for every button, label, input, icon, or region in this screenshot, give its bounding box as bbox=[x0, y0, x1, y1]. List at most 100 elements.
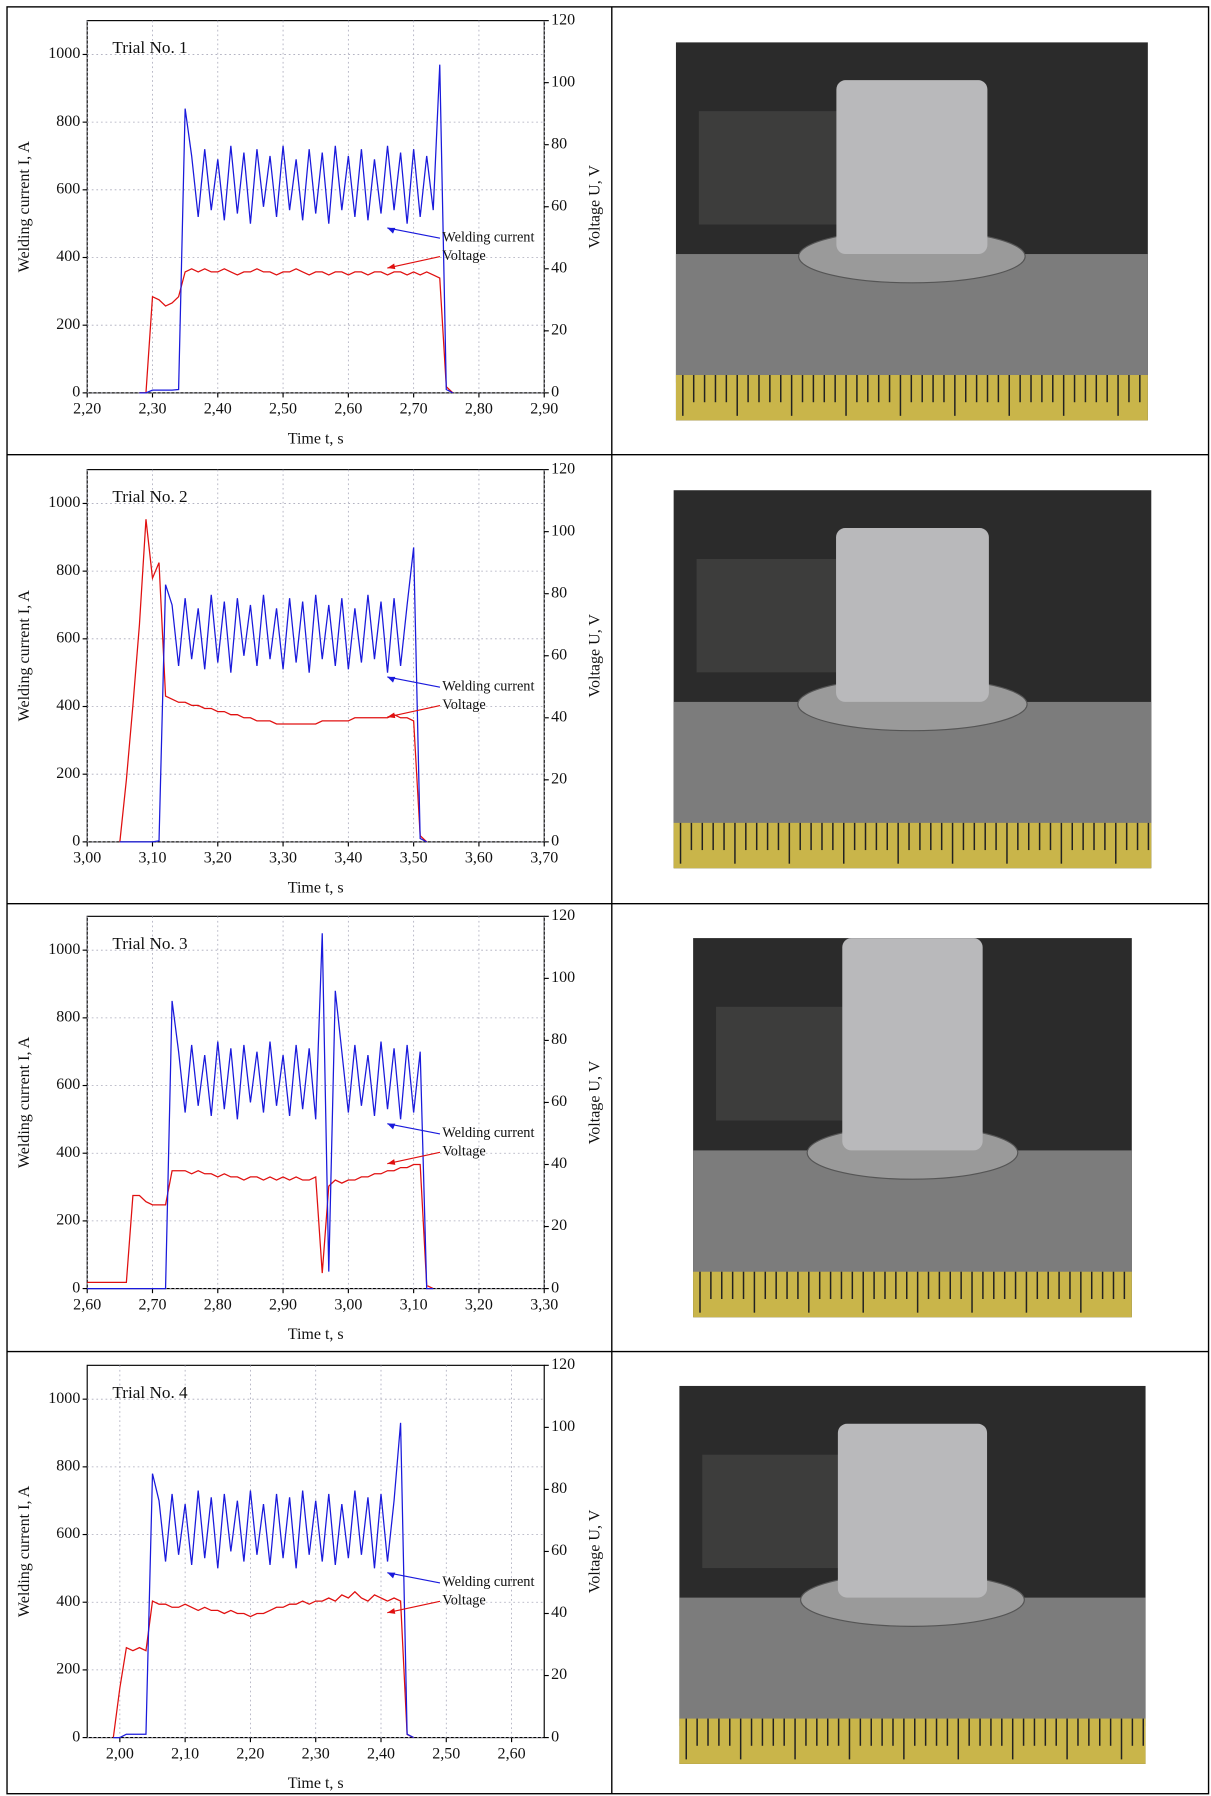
annotation-arrow bbox=[387, 1600, 441, 1614]
y2-tick-label: 100 bbox=[551, 73, 575, 90]
x-tick-label: 3,30 bbox=[530, 1296, 558, 1313]
x-tick-label: 2,30 bbox=[138, 401, 166, 418]
photos bbox=[673, 42, 1152, 1764]
y-tick-label: 1000 bbox=[48, 494, 80, 511]
x-tick-label: 2,80 bbox=[204, 1296, 232, 1313]
arrow-head bbox=[387, 1572, 396, 1579]
y2-tick-label: 80 bbox=[551, 135, 567, 152]
plot-area bbox=[86, 20, 545, 394]
y2-tick-label: 100 bbox=[551, 969, 575, 986]
x-tick-label: 2,40 bbox=[367, 1745, 395, 1762]
plot-area bbox=[86, 469, 545, 843]
y2-tick-label: 100 bbox=[551, 522, 575, 539]
series-line bbox=[112, 1590, 414, 1739]
x-tick-label: 2,60 bbox=[498, 1745, 526, 1762]
photo bbox=[693, 938, 1132, 1318]
x-tick-label: 2,20 bbox=[236, 1745, 264, 1762]
chart: 2,20 2,30 2,40 2,50 2,60 2,70 2,80 2,9002004006… bbox=[16, 11, 603, 447]
chart: 2,00 2,10 2,20 2,30 2,40 2,50 2,60020040060080… bbox=[16, 1356, 603, 1792]
y-tick-label: 200 bbox=[56, 1212, 80, 1229]
y-tick-label: 600 bbox=[56, 180, 80, 197]
arrow-head bbox=[387, 1123, 396, 1130]
y-tick-label: 0 bbox=[72, 1279, 80, 1296]
x-tick-label: 2,30 bbox=[302, 1745, 330, 1762]
chart-title: Trial No. 2 bbox=[112, 487, 187, 506]
y2-tick-label: 60 bbox=[551, 646, 567, 663]
x-tick-label: 3,70 bbox=[530, 850, 558, 867]
series-annotation: Voltage bbox=[442, 697, 485, 713]
x-tick-label: 2,60 bbox=[73, 1296, 101, 1313]
y2-tick-label: 120 bbox=[551, 460, 575, 477]
x-axis-title: Time t, s bbox=[288, 431, 344, 448]
photo bbox=[679, 1385, 1146, 1764]
y2-axis-title: Voltage U, V bbox=[586, 165, 603, 249]
y2-tick-label: 120 bbox=[551, 1356, 575, 1373]
annotation-arrow bbox=[387, 227, 441, 239]
arrow-head bbox=[387, 1159, 396, 1165]
arrow-head bbox=[387, 1608, 396, 1614]
y2-tick-label: 120 bbox=[551, 907, 575, 924]
y2-tick-label: 80 bbox=[551, 584, 567, 601]
y2-tick-label: 40 bbox=[551, 259, 567, 276]
x-tick-label: 3,40 bbox=[334, 850, 362, 867]
y2-tick-label: 60 bbox=[551, 197, 567, 214]
annotation-arrow bbox=[387, 1151, 441, 1165]
x-tick-label: 2,90 bbox=[269, 1296, 297, 1313]
series-line bbox=[119, 547, 427, 843]
series-annotation: Voltage bbox=[442, 248, 485, 264]
y2-tick-label: 0 bbox=[551, 833, 559, 850]
series-annotation: Welding current bbox=[442, 1574, 534, 1590]
y-tick-label: 600 bbox=[56, 1525, 80, 1542]
y2-tick-label: 100 bbox=[551, 1418, 575, 1435]
y-tick-label: 200 bbox=[56, 1661, 80, 1678]
y2-axis-title: Voltage U, V bbox=[586, 1060, 603, 1144]
table-border bbox=[6, 6, 1210, 1795]
chart-title: Trial No. 4 bbox=[112, 1383, 188, 1402]
arrow-head bbox=[387, 712, 396, 719]
y-tick-label: 400 bbox=[56, 1144, 80, 1161]
y-tick-label: 600 bbox=[56, 1076, 80, 1093]
y2-tick-label: 20 bbox=[551, 1217, 567, 1234]
y-tick-label: 800 bbox=[56, 1458, 80, 1475]
x-axis-title: Time t, s bbox=[288, 1775, 344, 1792]
y2-tick-label: 120 bbox=[551, 11, 575, 28]
y2-tick-label: 40 bbox=[551, 1604, 567, 1621]
y2-tick-label: 60 bbox=[551, 1093, 567, 1110]
ruler bbox=[679, 1718, 1146, 1764]
arrow-head bbox=[387, 227, 396, 234]
series-line bbox=[139, 268, 454, 394]
y-tick-label: 0 bbox=[72, 833, 80, 850]
y2-tick-label: 20 bbox=[551, 1666, 567, 1683]
y-axis-title: Welding current I, A bbox=[16, 1036, 33, 1168]
annotation-arrow bbox=[387, 705, 441, 718]
y2-tick-label: 60 bbox=[551, 1542, 567, 1559]
y-tick-label: 800 bbox=[56, 113, 80, 130]
stud-block bbox=[836, 80, 988, 255]
plot-area bbox=[86, 915, 545, 1290]
annotation-arrow bbox=[387, 676, 441, 688]
photo bbox=[673, 490, 1152, 869]
x-tick-label: 2,50 bbox=[269, 401, 297, 418]
x-tick-label: 3,10 bbox=[138, 850, 166, 867]
series-line bbox=[119, 519, 428, 843]
y2-tick-label: 80 bbox=[551, 1480, 567, 1497]
x-axis-title: Time t, s bbox=[288, 1326, 344, 1343]
x-tick-label: 2,60 bbox=[334, 401, 362, 418]
y-tick-label: 400 bbox=[56, 697, 80, 714]
x-tick-label: 2,70 bbox=[400, 401, 428, 418]
series-annotation: Welding current bbox=[442, 679, 534, 695]
x-tick-label: 3,20 bbox=[465, 1296, 493, 1313]
y-tick-label: 1000 bbox=[48, 941, 80, 958]
y2-tick-label: 40 bbox=[551, 1155, 567, 1172]
y2-axis-title: Voltage U, V bbox=[586, 614, 603, 698]
y2-tick-label: 0 bbox=[551, 1279, 559, 1296]
x-tick-label: 2,90 bbox=[530, 401, 558, 418]
chart: 3,00 3,10 3,20 3,30 3,40 3,50 3,60 3,7002004006… bbox=[16, 460, 603, 896]
x-tick-label: 3,00 bbox=[334, 1296, 362, 1313]
x-tick-label: 3,30 bbox=[269, 850, 297, 867]
y-tick-label: 1000 bbox=[48, 1390, 80, 1407]
y-tick-label: 400 bbox=[56, 1593, 80, 1610]
plot-area bbox=[86, 1364, 545, 1739]
y-tick-label: 600 bbox=[56, 629, 80, 646]
y2-tick-label: 0 bbox=[551, 1728, 559, 1745]
